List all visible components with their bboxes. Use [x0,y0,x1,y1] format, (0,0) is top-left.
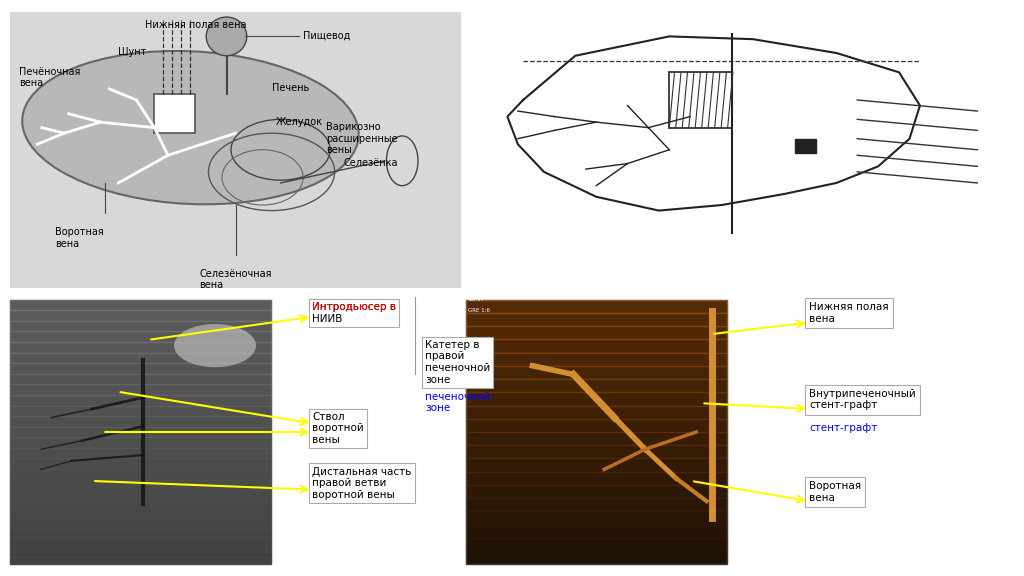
Text: Печень: Печень [271,84,309,93]
Text: стент-графт: стент-графт [809,423,878,433]
Text: Пищевод: Пищевод [303,31,350,41]
Text: Интродьюсер в: Интродьюсер в [312,302,396,312]
Text: Шунт: Шунт [119,47,146,58]
Text: Внутрипеченочный
стент-графт: Внутрипеченочный стент-графт [809,389,915,410]
Text: Vol.17: Vol.17 [468,297,485,302]
Text: Селезёнка: Селезёнка [344,158,398,168]
Ellipse shape [206,17,247,56]
Text: Селезёночная
вена: Селезёночная вена [200,268,272,290]
Text: Воротная
вена: Воротная вена [809,481,861,502]
Text: Катетер в
правой
печеночной
зоне: Катетер в правой печеночной зоне [425,340,490,385]
Text: Дистальная часть
правой ветви
воротной вены: Дистальная часть правой ветви воротной в… [312,467,412,500]
Ellipse shape [174,324,256,367]
Text: Нижняя полая вена: Нижняя полая вена [145,20,247,30]
Text: Нижняя полая
вена: Нижняя полая вена [809,302,889,324]
Text: Желудок: Желудок [276,116,323,127]
Text: Ствол
воротной
вены: Ствол воротной вены [312,412,365,445]
FancyBboxPatch shape [155,94,195,133]
Text: Печёночная
вена: Печёночная вена [19,67,81,89]
Text: печеночной
зоне: печеночной зоне [425,392,490,414]
Ellipse shape [23,51,358,204]
Text: Воротная
вена: Воротная вена [55,227,104,249]
FancyBboxPatch shape [795,139,815,153]
Text: Интродьюсер в
НИИВ: Интродьюсер в НИИВ [312,302,396,324]
Text: Варикозно
расширенные
вены: Варикозно расширенные вены [326,122,397,156]
FancyBboxPatch shape [466,300,727,564]
Text: GRE 1:6: GRE 1:6 [468,308,489,313]
FancyBboxPatch shape [10,300,271,564]
